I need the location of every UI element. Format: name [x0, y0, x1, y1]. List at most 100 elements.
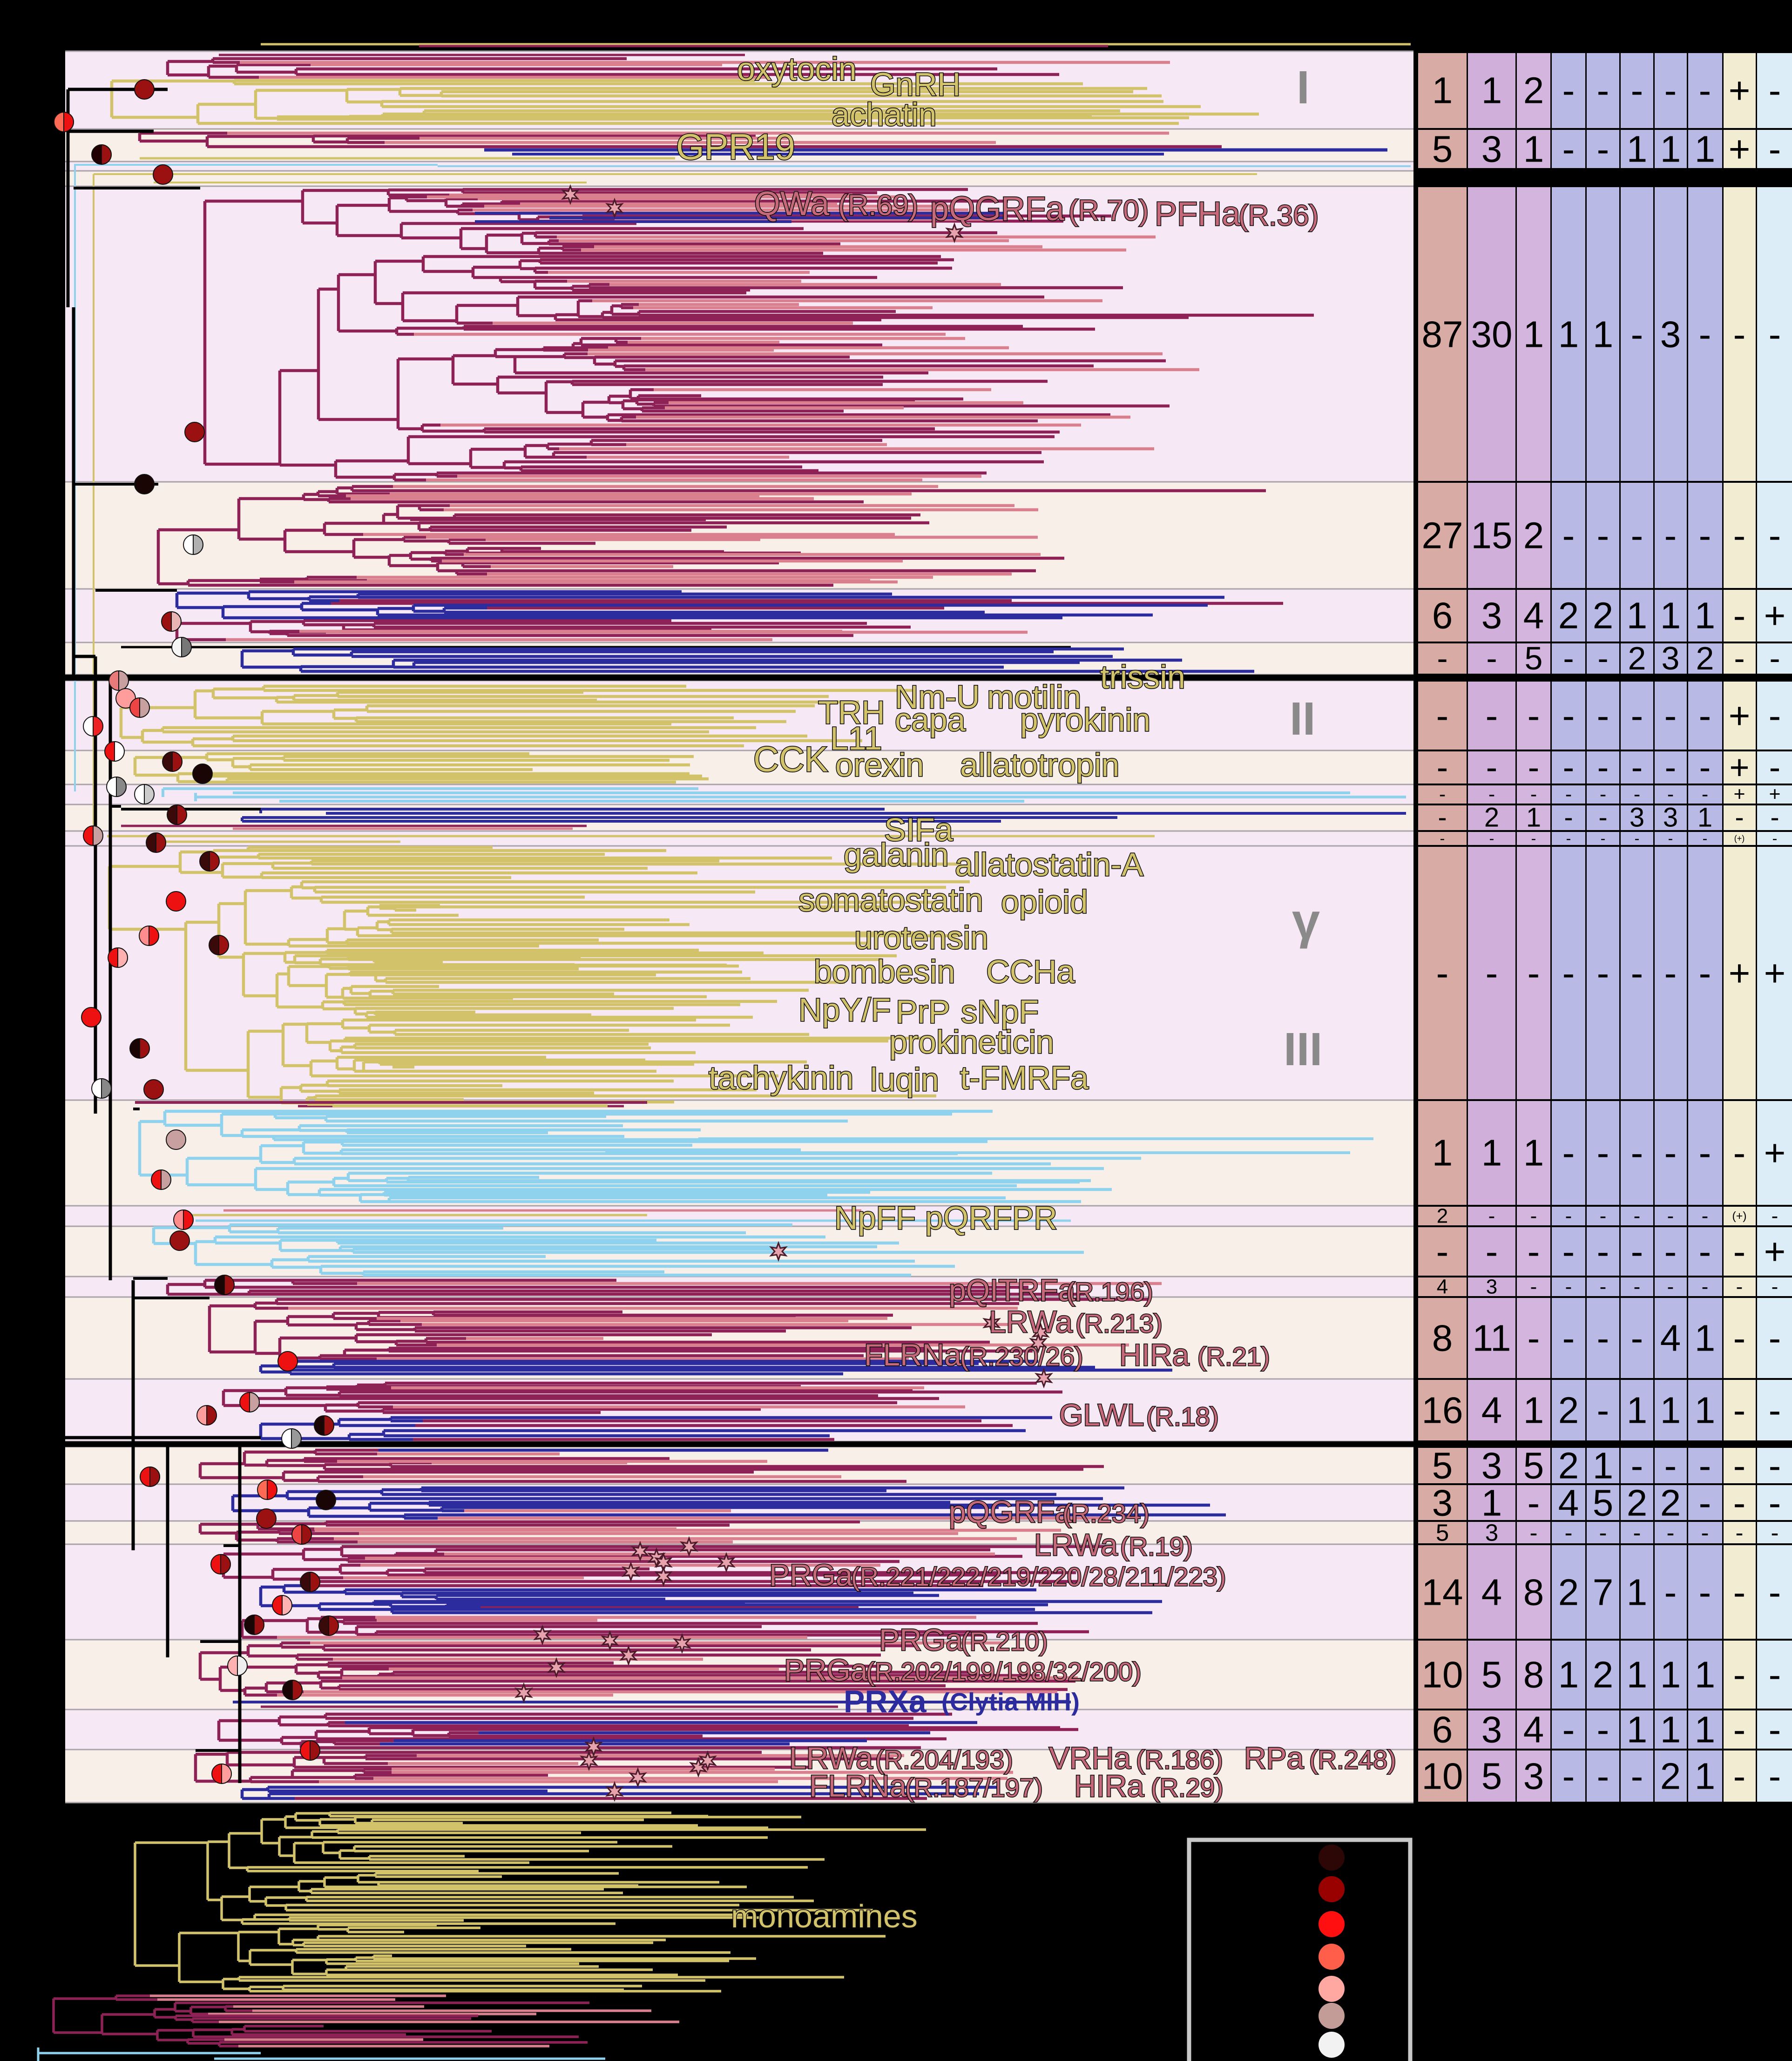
svg-text:2: 2 — [1558, 1390, 1579, 1431]
svg-text:-: - — [1769, 1482, 1781, 1524]
svg-text:4: 4 — [1481, 1390, 1502, 1431]
svg-text:I: I — [1297, 61, 1310, 114]
svg-text:-: - — [1769, 1390, 1781, 1431]
svg-text:11: 11 — [1472, 1318, 1511, 1359]
svg-text:orexin: orexin — [835, 747, 924, 783]
svg-text:1: 1 — [1558, 1654, 1579, 1696]
svg-text:-: - — [1566, 830, 1571, 847]
svg-text:5: 5 — [1525, 640, 1543, 676]
svg-text:4: 4 — [1523, 595, 1544, 636]
svg-text:-: - — [1599, 1520, 1607, 1546]
svg-text:-: - — [1631, 515, 1643, 556]
svg-text:+: + — [1729, 128, 1751, 170]
svg-text:-: - — [1562, 953, 1575, 994]
svg-text:-: - — [1597, 748, 1609, 787]
svg-text:-: - — [1597, 1756, 1609, 1797]
svg-text:PFHa: PFHa — [1155, 196, 1241, 233]
svg-text:1: 1 — [1627, 595, 1648, 636]
svg-text:-: - — [1601, 830, 1606, 847]
svg-text:-: - — [1699, 695, 1711, 737]
svg-text:CCHa: CCHa — [986, 953, 1075, 990]
svg-text:16: 16 — [1422, 1390, 1463, 1431]
svg-text:-: - — [1699, 953, 1711, 994]
svg-text:-: - — [1769, 314, 1781, 355]
svg-text:NpY/F: NpY/F — [798, 992, 891, 1028]
svg-text:4: 4 — [1481, 1572, 1502, 1613]
svg-text:-: - — [1631, 1756, 1643, 1797]
svg-text:-: - — [1772, 830, 1778, 847]
svg-text:pQGRFa: pQGRFa — [949, 1494, 1072, 1529]
svg-text:1: 1 — [1695, 1654, 1716, 1696]
svg-text:-: - — [1528, 695, 1540, 737]
svg-text:4: 4 — [1660, 1318, 1681, 1359]
svg-text:-: - — [1598, 803, 1607, 833]
svg-text:-: - — [1486, 640, 1497, 676]
svg-text:3: 3 — [1481, 595, 1502, 636]
svg-text:pQRFPR: pQRFPR — [925, 1200, 1057, 1236]
svg-text:3: 3 — [1523, 1756, 1544, 1797]
svg-text:-: - — [1528, 748, 1540, 787]
svg-text:-: - — [1664, 1231, 1677, 1272]
svg-text:-: - — [1769, 1572, 1781, 1613]
svg-text:30: 30 — [1471, 314, 1513, 355]
svg-text:pyrokinin: pyrokinin — [1020, 702, 1150, 738]
svg-text:LRWa: LRWa — [989, 1304, 1073, 1339]
svg-text:pQGRFa: pQGRFa — [930, 190, 1065, 228]
svg-text:LRWa: LRWa — [789, 1741, 873, 1775]
svg-text:luqin: luqin — [870, 1061, 939, 1098]
svg-text:RPa: RPa — [1244, 1741, 1304, 1775]
svg-text:4: 4 — [1437, 1276, 1448, 1298]
svg-text:-: - — [1769, 128, 1781, 170]
svg-text:-: - — [1488, 783, 1495, 805]
svg-text:PRGa: PRGa — [879, 1622, 963, 1657]
svg-text:-: - — [1631, 953, 1643, 994]
svg-text:(R.230/26): (R.230/26) — [960, 1342, 1083, 1371]
svg-text:-: - — [1436, 1231, 1449, 1272]
svg-text:-: - — [1736, 1520, 1744, 1546]
svg-text:-: - — [1565, 1205, 1572, 1228]
svg-text:motilin: motilin — [987, 679, 1081, 715]
svg-text:2: 2 — [1696, 640, 1714, 676]
svg-text:1: 1 — [1481, 70, 1502, 111]
svg-text:-: - — [1562, 1231, 1575, 1272]
svg-text:1: 1 — [1695, 128, 1716, 170]
svg-text:-: - — [1631, 1231, 1643, 1272]
svg-text:1: 1 — [1523, 1132, 1544, 1174]
svg-text:1: 1 — [1627, 1572, 1648, 1613]
svg-text:allatotropin: allatotropin — [960, 747, 1119, 783]
svg-text:-: - — [1631, 1318, 1643, 1359]
svg-text:CCK: CCK — [753, 740, 828, 779]
svg-text:-: - — [1597, 1709, 1609, 1750]
svg-text:-: - — [1733, 1132, 1746, 1174]
svg-text:-: - — [1769, 70, 1781, 111]
svg-text:2: 2 — [1558, 595, 1579, 636]
svg-text:+: + — [1764, 1132, 1786, 1174]
svg-text:+: + — [1733, 783, 1745, 805]
svg-text:+: + — [1729, 748, 1749, 787]
svg-text:-: - — [1699, 515, 1711, 556]
svg-text:1: 1 — [1627, 1390, 1648, 1431]
svg-text:FLRNa: FLRNa — [864, 1338, 961, 1372]
svg-text:(R.18): (R.18) — [1146, 1402, 1219, 1431]
svg-text:t-FMRFa: t-FMRFa — [960, 1060, 1089, 1096]
svg-text:-: - — [1528, 1482, 1540, 1524]
svg-text:3: 3 — [1630, 803, 1644, 833]
svg-text:-: - — [1562, 1132, 1575, 1174]
svg-text:1: 1 — [1695, 1390, 1716, 1431]
svg-text:2: 2 — [1558, 1445, 1579, 1487]
svg-text:-: - — [1736, 1276, 1743, 1298]
svg-text:monoamines: monoamines — [731, 1898, 918, 1934]
svg-text:Nm-U: Nm-U — [895, 679, 980, 715]
svg-text:2: 2 — [1523, 515, 1544, 556]
svg-text:+: + — [1764, 953, 1786, 994]
svg-text:-: - — [1597, 640, 1608, 676]
svg-text:1: 1 — [1627, 1709, 1648, 1750]
svg-text:5: 5 — [1432, 1445, 1453, 1487]
svg-text:1: 1 — [1593, 314, 1614, 355]
svg-text:(R.210): (R.210) — [961, 1627, 1048, 1656]
svg-text:+: + — [1764, 595, 1786, 636]
svg-text:8: 8 — [1432, 1318, 1453, 1359]
svg-text:-: - — [1486, 695, 1498, 737]
svg-text:-: - — [1733, 1318, 1746, 1359]
svg-text:sNpF: sNpF — [961, 993, 1039, 1030]
